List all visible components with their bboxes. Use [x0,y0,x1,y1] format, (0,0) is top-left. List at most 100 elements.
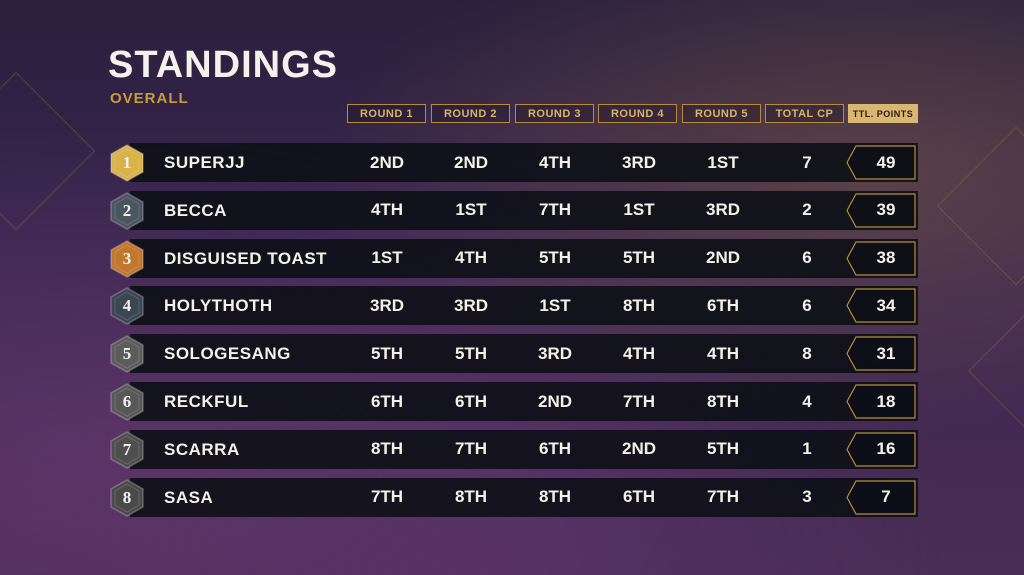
row-background [130,429,918,469]
rank-number: 3 [122,248,132,268]
rank-badge-icon [108,144,146,182]
decorative-frame-right-lower [968,313,1024,429]
round-3-placement: 5TH [538,248,572,268]
rank-badge-icon [108,430,146,469]
row-background [130,238,918,278]
rank-number: 6 [122,392,132,411]
total-points: 34 [876,295,896,315]
column-header-round-5: ROUND 5 [682,104,761,123]
column-header-total-cp: TOTAL CP [765,104,844,123]
total-cp: 2 [802,200,812,220]
round-5-placement: 1ST [707,152,739,172]
player-name: RECKFUL [164,392,249,411]
points-box: 7 [846,479,916,515]
page-title: STANDINGS [108,44,338,86]
page-subtitle: OVERALL [110,90,189,107]
round-5-placement: 8TH [706,391,740,411]
round-5-placement: 3RD [705,200,740,220]
round-4-placement: 2ND [621,439,656,459]
points-box: 38 [846,240,916,276]
total-points: 18 [876,391,896,411]
round-2-placement: 3RD [453,295,488,315]
rank-badge-icon [108,239,146,278]
round-3-placement: 4TH [538,152,572,172]
total-cp: 6 [802,248,812,268]
rank-number: 8 [122,487,132,507]
column-header-round-2: ROUND 2 [431,104,510,123]
total-points: 7 [881,487,891,507]
rank-badge-icon [108,191,146,230]
rank-badge-icon [108,287,146,326]
points-box: 34 [846,288,916,323]
total-cp: 6 [802,295,812,315]
round-4-placement: 4TH [622,343,656,363]
table-row: 6 RECKFUL 6TH 6TH 2ND 7TH 8TH 4 18 [100,382,918,421]
table-row: 2 BECCA 4TH 1ST 7TH 1ST 3RD 2 39 [100,190,918,230]
total-points: 31 [876,343,896,363]
round-2-placement: 7TH [454,439,488,459]
rank-number: 5 [122,344,132,364]
rank-number: 1 [122,153,132,172]
player-name: SCARRA [164,439,240,459]
round-2-placement: 1ST [455,200,487,220]
points-box: 18 [846,384,916,419]
round-2-placement: 8TH [454,487,488,507]
rank-badge-icon [108,478,146,517]
round-5-placement: 6TH [706,295,740,315]
round-1-placement: 6TH [370,391,404,411]
table-row: 4 HOLYTHOTH 3RD 3RD 1ST 8TH 6TH 6 34 [100,286,918,326]
rank-number: 2 [122,200,132,220]
rank-badge-icon [108,383,146,421]
player-name: DISGUISED TOAST [164,248,328,268]
round-3-placement: 2ND [537,391,572,411]
round-4-placement: 3RD [621,152,656,172]
decorative-frame-left [0,71,96,231]
total-cp: 1 [802,439,812,459]
round-4-placement: 5TH [622,248,656,268]
round-2-placement: 4TH [454,248,488,268]
round-1-placement: 7TH [370,487,404,507]
round-5-placement: 5TH [706,439,740,459]
round-3-placement: 1ST [539,295,571,315]
row-background [130,190,918,230]
round-1-placement: 4TH [370,200,404,220]
player-name: SOLOGESANG [164,344,291,364]
total-cp: 3 [802,487,812,507]
round-4-placement: 6TH [622,487,656,507]
round-1-placement: 2ND [369,152,404,172]
round-4-placement: 1ST [623,200,655,220]
round-2-placement: 5TH [454,343,488,363]
row-background [130,382,918,421]
total-points: 38 [876,248,896,268]
table-row: 8 SASA 7TH 8TH 8TH 6TH 7TH 3 7 [100,477,918,517]
round-3-placement: 7TH [538,200,572,220]
rank-badge-icon [108,335,146,374]
table-row: 3 DISGUISED TOAST 1ST 4TH 5TH 5TH 2ND 6 38 [100,238,918,278]
player-name: SUPERJJ [164,153,245,172]
round-5-placement: 7TH [706,487,740,507]
column-header-round-3: ROUND 3 [515,104,594,123]
row-background [130,286,918,326]
total-points: 49 [876,152,896,172]
points-box: 39 [846,193,916,228]
row-background [130,334,918,374]
round-5-placement: 4TH [706,343,740,363]
points-box: 16 [846,432,916,467]
round-2-placement: 6TH [454,391,488,411]
rank-number: 7 [122,439,132,459]
table-row: 1 SUPERJJ 2ND 2ND 4TH 3RD 1ST 7 49 [100,143,918,182]
column-header-total-points: TTL. POINTS [848,104,918,123]
round-3-placement: 8TH [538,487,572,507]
round-4-placement: 7TH [622,391,656,411]
round-1-placement: 1ST [371,248,403,268]
round-2-placement: 2ND [453,152,488,172]
points-box: 31 [846,336,916,371]
total-cp: 7 [802,152,812,172]
total-cp: 4 [802,391,812,411]
points-box: 49 [846,145,916,180]
round-1-placement: 8TH [370,439,404,459]
row-background [130,143,918,182]
row-background [130,477,918,517]
player-name: HOLYTHOTH [164,296,273,316]
table-row: 7 SCARRA 8TH 7TH 6TH 2ND 5TH 1 16 [100,429,918,469]
